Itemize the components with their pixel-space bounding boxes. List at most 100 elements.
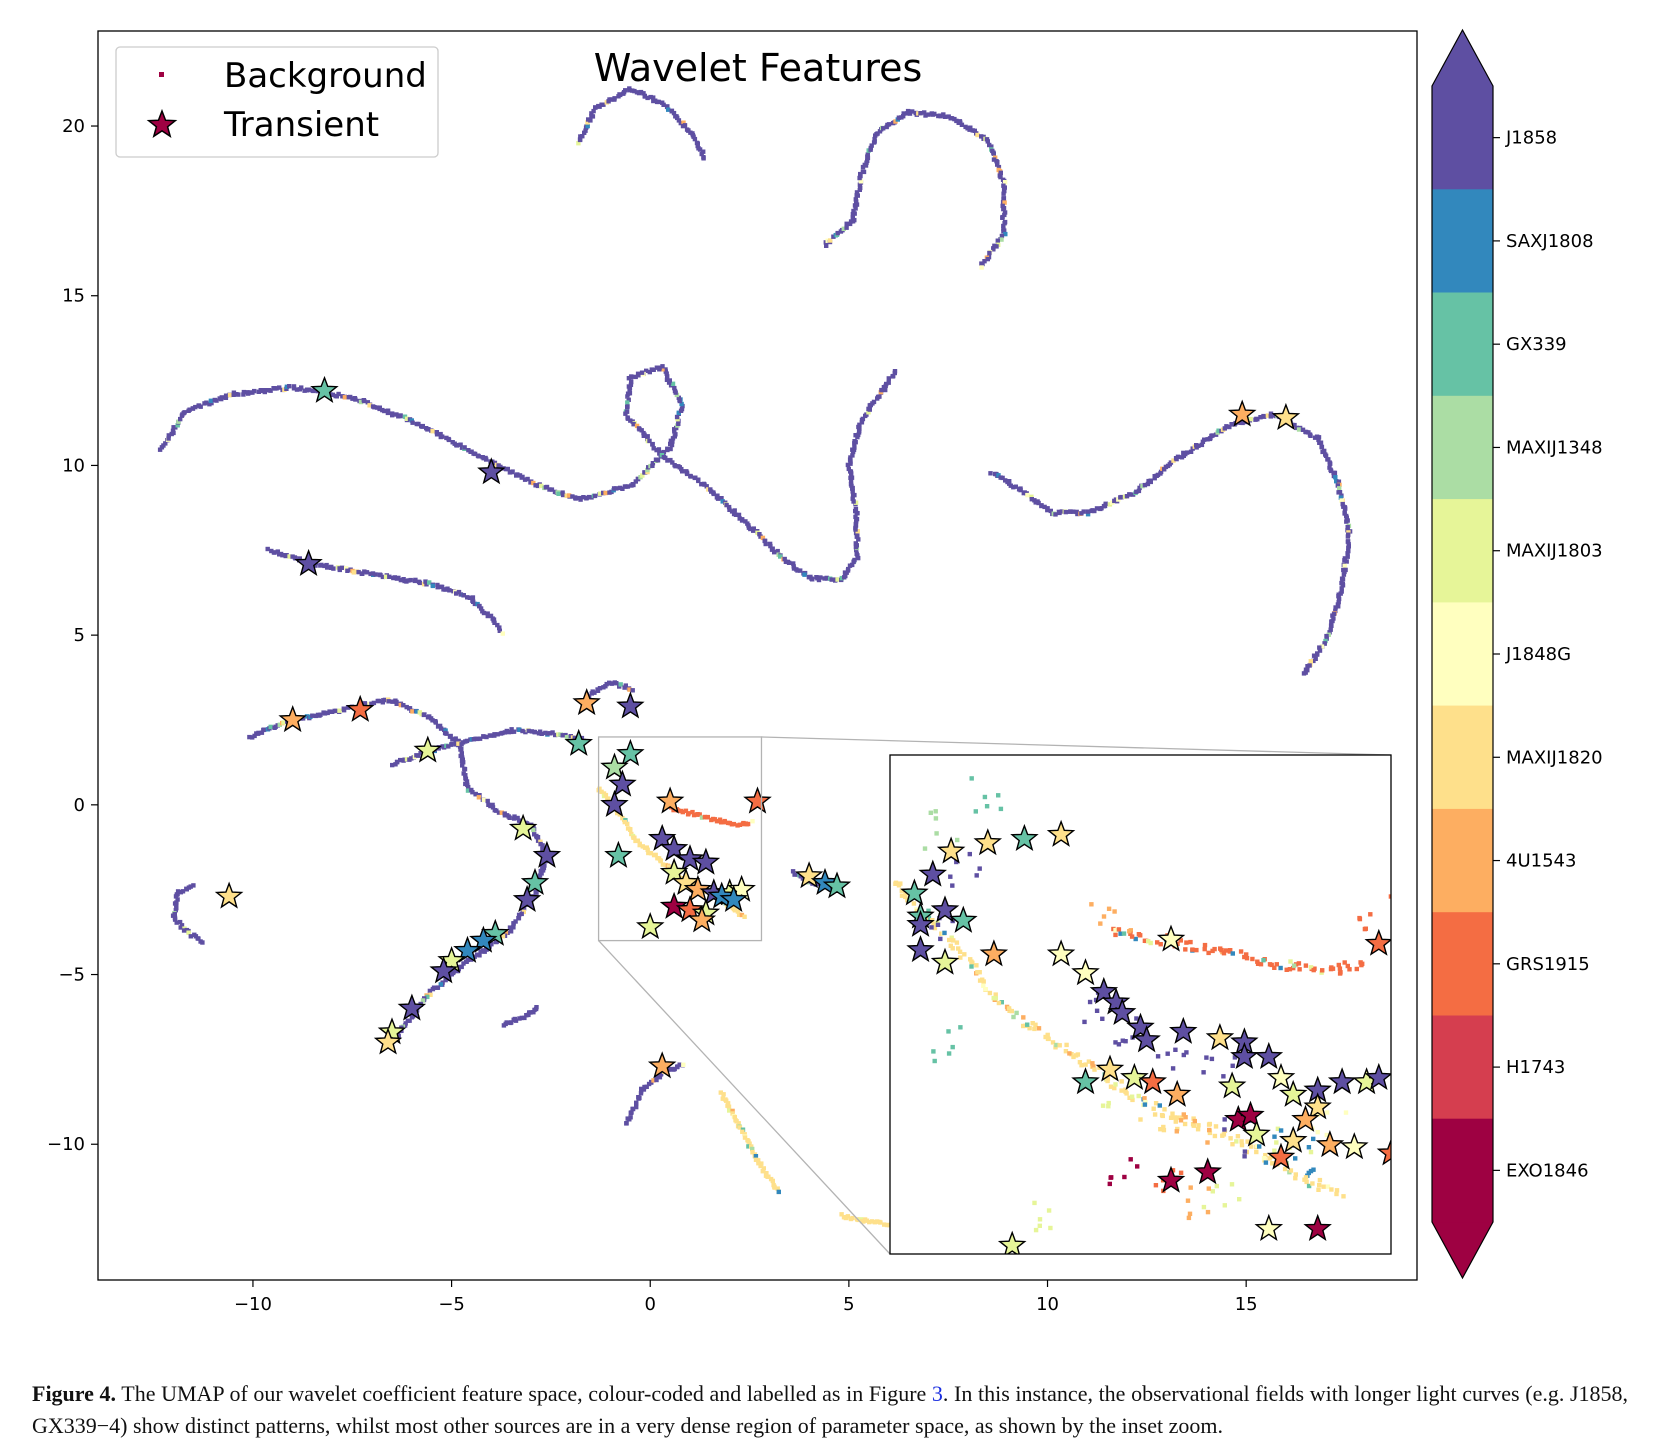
inset-transient-star: [1303, 1213, 1332, 1242]
inset-background-point: [1118, 931, 1123, 936]
background-point: [751, 528, 756, 533]
transient-star: [469, 925, 498, 953]
background-point: [627, 388, 632, 393]
background-point: [625, 391, 631, 396]
background-point: [401, 703, 406, 708]
background-point: [599, 789, 604, 794]
transient-star: [608, 769, 637, 797]
inset-background-point: [1151, 1106, 1156, 1111]
background-point: [932, 111, 937, 117]
background-point: [864, 412, 869, 417]
background-point: [509, 729, 514, 735]
inset-background-point: [1257, 1144, 1262, 1149]
background-point: [313, 713, 318, 719]
inset-background-point: [1093, 997, 1099, 1003]
background-point: [617, 92, 622, 97]
inset-background-point: [1180, 1115, 1185, 1120]
background-point: [337, 567, 342, 573]
background-point: [1345, 534, 1351, 539]
inset-background-point: [1113, 932, 1118, 938]
background-point: [342, 395, 348, 400]
background-point: [839, 1212, 844, 1217]
inset-background-point: [955, 837, 960, 843]
background-point: [1248, 416, 1253, 422]
background-point: [1331, 616, 1336, 621]
background-point: [991, 157, 997, 162]
background-point: [493, 939, 499, 945]
background-point: [334, 394, 339, 399]
background-point: [398, 577, 404, 583]
inset-background-point: [954, 859, 959, 865]
inset-background-point: [1229, 1182, 1235, 1187]
background-point: [1311, 658, 1316, 664]
transient-star: [480, 918, 510, 946]
caption-figure-link[interactable]: 3: [931, 1381, 943, 1406]
background-point: [525, 476, 530, 482]
background-point: [573, 495, 578, 500]
background-point: [638, 89, 644, 95]
x-tick-label: −10: [234, 1294, 272, 1315]
inset-background-point: [1191, 1116, 1196, 1121]
background-point: [872, 136, 877, 142]
background-point: [982, 259, 987, 264]
background-point: [737, 1125, 743, 1130]
background-point: [492, 732, 497, 737]
inset-background-point: [1119, 1088, 1124, 1093]
background-point: [187, 407, 192, 412]
background-point: [674, 414, 680, 420]
background-point: [1340, 501, 1345, 507]
background-point: [1328, 468, 1334, 474]
background-point: [236, 392, 241, 397]
background-point: [1258, 415, 1263, 420]
background-point: [372, 405, 377, 410]
inset-background-point: [1006, 1006, 1012, 1011]
background-point: [991, 151, 996, 156]
background-point: [515, 815, 520, 821]
inset-background-point: [929, 925, 934, 930]
inset-background-point: [1212, 1133, 1218, 1139]
background-point: [1308, 659, 1313, 664]
background-point: [214, 398, 219, 403]
background-point: [454, 443, 460, 448]
background-point: [875, 131, 880, 136]
background-point: [753, 1154, 759, 1159]
background-point: [866, 410, 871, 415]
inset-background-point: [1201, 1070, 1206, 1075]
transient-star: [294, 548, 323, 577]
inset-background-point: [1129, 1094, 1135, 1099]
background-point: [884, 1222, 890, 1228]
background-point: [633, 479, 638, 484]
inset-background-point: [1272, 1134, 1277, 1139]
inset-background-point: [1232, 1055, 1238, 1060]
inset-background-point: [1046, 1208, 1052, 1213]
background-point: [660, 367, 665, 372]
background-point: [1346, 530, 1351, 535]
background-point: [635, 838, 641, 843]
background-point: [461, 593, 466, 598]
background-point: [987, 250, 992, 256]
background-point: [972, 128, 977, 133]
background-point: [678, 120, 683, 126]
background-point: [905, 111, 910, 116]
y-axis: −10 −5 0 5 10 15 20: [47, 116, 98, 1155]
background-point: [426, 427, 431, 432]
background-point: [665, 374, 670, 379]
background-point: [223, 395, 229, 400]
background-point: [949, 116, 955, 121]
background-point: [905, 108, 911, 114]
background-point: [617, 485, 623, 491]
colorbar-label: J1858: [1505, 128, 1557, 149]
background-point: [485, 798, 490, 804]
inset-background-point: [948, 943, 953, 948]
background-point: [770, 1178, 775, 1184]
inset-background-point: [1223, 948, 1229, 953]
background-point: [325, 565, 330, 570]
background-point: [736, 1121, 741, 1126]
background-point: [495, 622, 500, 628]
background-point: [676, 410, 681, 415]
y-tick-label: 0: [74, 795, 85, 816]
background-point: [1013, 484, 1018, 489]
inset-background-point: [1263, 1153, 1268, 1158]
background-point: [330, 709, 335, 714]
background-point: [519, 911, 524, 917]
